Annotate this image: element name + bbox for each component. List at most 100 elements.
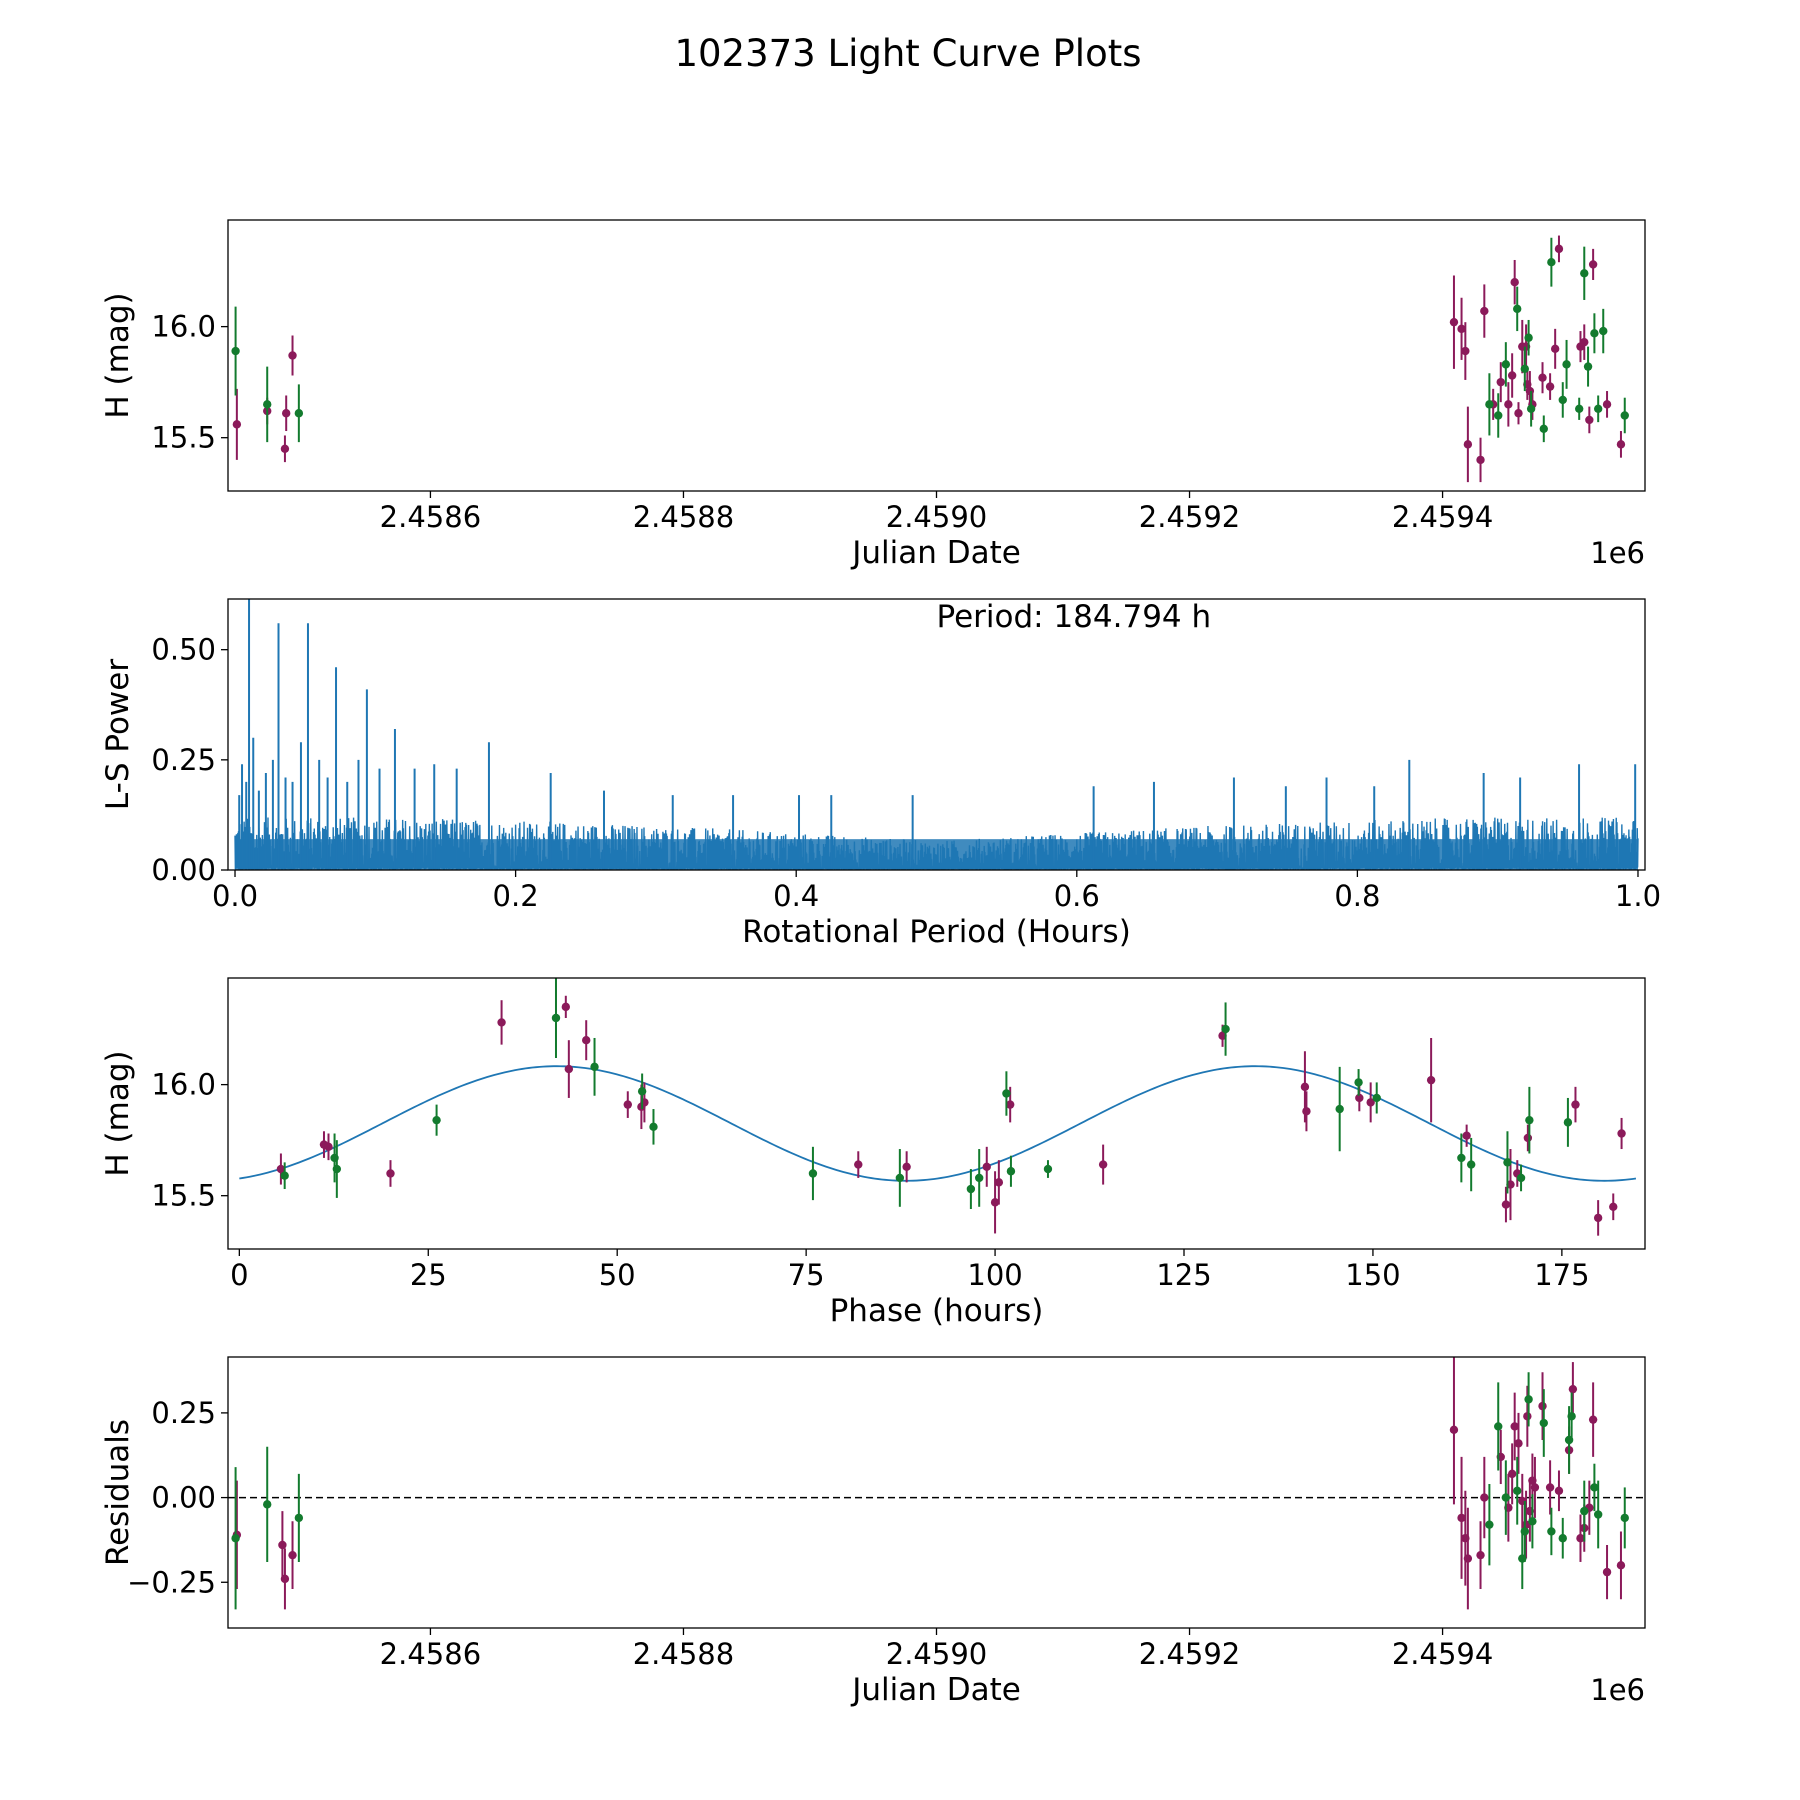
phase-ytick-label-0: 15.5 bbox=[151, 1179, 216, 1213]
phase-green-point-10 bbox=[966, 1184, 976, 1194]
phase-magenta-point-19 bbox=[1300, 1082, 1310, 1092]
res-green-point-10 bbox=[1528, 1517, 1537, 1526]
phase-magenta-point-24 bbox=[1462, 1131, 1471, 1140]
phase-green-point-16 bbox=[1335, 1104, 1344, 1114]
phase-magenta-point-16 bbox=[1005, 1100, 1015, 1109]
lc-green-point-3 bbox=[1485, 400, 1494, 409]
res-green-point-3 bbox=[1485, 1520, 1494, 1529]
phase-green-point-8 bbox=[808, 1169, 818, 1178]
res-green-point-11 bbox=[1539, 1418, 1548, 1428]
res-magenta-point-9 bbox=[1480, 1493, 1489, 1502]
lc-magenta-point-7 bbox=[1461, 346, 1470, 356]
lc-magenta-point-2 bbox=[280, 444, 290, 453]
res-magenta-point-23 bbox=[1554, 1486, 1564, 1496]
phase-magenta-point-7 bbox=[582, 1035, 591, 1045]
lc-magenta-point-6 bbox=[1457, 324, 1466, 334]
res-green-point-18 bbox=[1593, 1510, 1603, 1519]
phase-green-point-0 bbox=[280, 1171, 289, 1180]
phase-green-point-4 bbox=[551, 1013, 561, 1023]
res-green-point-15 bbox=[1567, 1412, 1576, 1421]
lc-xtick-label-4: 2.4594 bbox=[1392, 500, 1493, 534]
lc-green-point-18 bbox=[1593, 404, 1603, 414]
lc-magenta-point-13 bbox=[1504, 400, 1513, 409]
res-magenta-point-30 bbox=[1602, 1567, 1612, 1577]
phase-magenta-point-4 bbox=[497, 1018, 506, 1027]
plot-area-ls bbox=[234, 599, 1639, 870]
phase-green-point-23 bbox=[1525, 1115, 1534, 1125]
res-xtick-label-0: 2.4586 bbox=[380, 1637, 481, 1671]
lc-xlabel: Julian Date bbox=[850, 535, 1021, 571]
res-green-point-12 bbox=[1547, 1527, 1556, 1536]
lc-magenta-point-28 bbox=[1585, 415, 1594, 425]
phase-green-point-13 bbox=[1006, 1167, 1016, 1176]
ls-xtick-label-3: 0.6 bbox=[1054, 879, 1100, 913]
lc-green-point-0 bbox=[231, 346, 240, 356]
lc-magenta-point-30 bbox=[1602, 400, 1612, 409]
phase-green-point-19 bbox=[1457, 1153, 1466, 1163]
lc-green-point-8 bbox=[1524, 333, 1533, 342]
lc-magenta-point-29 bbox=[1588, 260, 1598, 269]
res-magenta-point-3 bbox=[288, 1550, 297, 1560]
lc-magenta-point-10 bbox=[1480, 306, 1489, 316]
lc-magenta-point-31 bbox=[1616, 440, 1626, 449]
res-green-point-16 bbox=[1580, 1506, 1589, 1516]
lc-green-point-20 bbox=[1620, 411, 1629, 420]
lc-ylabel: H (mag) bbox=[100, 292, 136, 418]
res-magenta-point-29 bbox=[1588, 1415, 1598, 1424]
res-green-point-5 bbox=[1501, 1493, 1511, 1502]
phase-magenta-point-15 bbox=[994, 1178, 1004, 1187]
lc-green-point-2 bbox=[294, 409, 304, 418]
phase-green-point-2 bbox=[332, 1164, 342, 1174]
lc-magenta-point-9 bbox=[1476, 455, 1485, 465]
res-xlabel: Julian Date bbox=[850, 1672, 1021, 1708]
axes-frame-phase bbox=[227, 977, 1646, 1250]
lc-green-point-13 bbox=[1562, 360, 1571, 369]
phase-magenta-point-12 bbox=[902, 1162, 911, 1172]
res-magenta-point-4 bbox=[1449, 1425, 1459, 1435]
lc-offset-label: 1e6 bbox=[1590, 536, 1645, 570]
res-green-point-13 bbox=[1558, 1534, 1567, 1543]
phase-magenta-point-31 bbox=[1609, 1202, 1618, 1211]
res-magenta-point-20 bbox=[1530, 1483, 1540, 1492]
ls-ytick-label-1: 0.25 bbox=[151, 743, 216, 777]
phase-magenta-point-23 bbox=[1426, 1075, 1436, 1085]
res-ytick-label-2: 0.25 bbox=[151, 1396, 216, 1430]
phase-green-point-17 bbox=[1354, 1078, 1363, 1087]
lc-ytick-label-0: 15.5 bbox=[151, 421, 216, 455]
lc-green-point-16 bbox=[1583, 362, 1593, 371]
res-offset-label: 1e6 bbox=[1590, 1673, 1645, 1707]
res-xtick-label-2: 2.4590 bbox=[886, 1637, 987, 1671]
res-magenta-point-5 bbox=[1457, 1513, 1466, 1523]
phase-xtick-label-2: 50 bbox=[599, 1258, 636, 1292]
res-green-point-19 bbox=[1620, 1513, 1629, 1523]
lc-green-point-19 bbox=[1599, 326, 1608, 336]
phase-magenta-point-0 bbox=[276, 1164, 286, 1174]
ls-xtick-label-4: 0.8 bbox=[1334, 879, 1380, 913]
phase-ylabel: H (mag) bbox=[100, 1050, 136, 1176]
res-green-point-4 bbox=[1494, 1422, 1503, 1431]
phase-magenta-point-13 bbox=[982, 1162, 991, 1172]
phase-magenta-point-30 bbox=[1593, 1213, 1603, 1223]
res-magenta-point-26 bbox=[1576, 1534, 1585, 1543]
phase-ytick-label-1: 16.0 bbox=[151, 1068, 216, 1102]
phase-xtick-label-3: 75 bbox=[788, 1258, 825, 1292]
phase-xtick-label-1: 25 bbox=[410, 1258, 447, 1292]
lc-green-point-10 bbox=[1539, 424, 1548, 434]
ls-xtick-label-2: 0.4 bbox=[773, 879, 819, 913]
phase-magenta-point-5 bbox=[561, 1002, 571, 1012]
res-magenta-point-17 bbox=[1523, 1412, 1532, 1421]
phase-magenta-point-14 bbox=[990, 1198, 1000, 1207]
lc-magenta-point-12 bbox=[1496, 377, 1505, 387]
ls-ytick-label-0: 0.00 bbox=[151, 853, 216, 887]
phase-green-point-7 bbox=[649, 1122, 658, 1132]
panel-ls: Period: 184.794 h 0.0 0.2 0.4 0.6 0.8 1.0 0.00 0… bbox=[100, 598, 1661, 950]
lc-magenta-point-3 bbox=[281, 409, 291, 418]
phase-green-point-9 bbox=[895, 1173, 905, 1183]
phase-green-point-14 bbox=[1043, 1164, 1053, 1174]
panel-res: 2.4586 2.4588 2.4590 2.4592 2.4594 −0.25 0.00 0… bbox=[100, 1356, 1646, 1708]
axes-frame-ls bbox=[227, 598, 1646, 871]
lc-green-point-6 bbox=[1513, 304, 1522, 314]
res-magenta-point-8 bbox=[1476, 1550, 1485, 1560]
res-magenta-point-7 bbox=[1463, 1554, 1473, 1563]
